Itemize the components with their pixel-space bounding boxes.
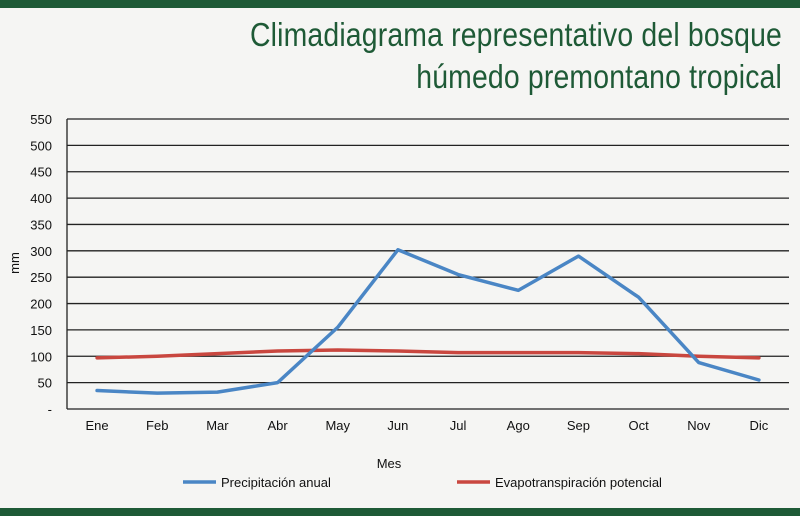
x-tick-label: Ene — [86, 418, 109, 433]
x-tick-label: Mar — [206, 418, 229, 433]
x-tick-labels: Ene Feb Mar Abr May Jun Jul Ago Sep Oct Nov Dic — [86, 418, 769, 433]
top-band — [0, 0, 800, 8]
y-tick-label: 150 — [30, 323, 52, 338]
x-tick-label: Oct — [628, 418, 649, 433]
y-axis-title: mm — [7, 252, 22, 274]
y-tick-label: 250 — [30, 270, 52, 285]
x-tick-label: Sep — [567, 418, 590, 433]
x-tick-label: Jun — [387, 418, 408, 433]
y-tick-label: - — [48, 402, 52, 417]
y-tick-label: 50 — [38, 376, 52, 391]
x-tick-label: Ago — [507, 418, 530, 433]
bottom-band — [0, 508, 800, 516]
x-tick-label: Dic — [750, 418, 769, 433]
series-precipitacion-line — [95, 248, 761, 395]
y-tick-label: 500 — [30, 138, 52, 153]
y-tick-label: 300 — [30, 244, 52, 259]
x-tick-label: Feb — [146, 418, 168, 433]
series-lines — [95, 248, 761, 395]
y-tick-label: 450 — [30, 165, 52, 180]
y-tick-label: 200 — [30, 297, 52, 312]
y-tick-label: 350 — [30, 217, 52, 232]
x-tick-label: Abr — [267, 418, 288, 433]
y-tick-label: 550 — [30, 112, 52, 127]
legend-label-precip: Precipitación anual — [221, 475, 331, 490]
legend: Precipitación anual Evapotranspiración p… — [183, 475, 662, 490]
legend-label-evapo: Evapotranspiración potencial — [495, 475, 662, 490]
y-tick-labels: - 50 100 150 200 250 300 350 400 450 500 550 — [30, 112, 52, 417]
x-axis-title: Mes — [377, 456, 402, 471]
y-tick-label: 100 — [30, 349, 52, 364]
x-tick-label: May — [325, 418, 350, 433]
y-tick-label: 400 — [30, 191, 52, 206]
chart-title: Climadiagrama representativo del bosque … — [249, 16, 783, 95]
x-tick-label: Jul — [450, 418, 467, 433]
series-evapotranspiracion-line — [95, 348, 761, 360]
x-tick-label: Nov — [687, 418, 711, 433]
